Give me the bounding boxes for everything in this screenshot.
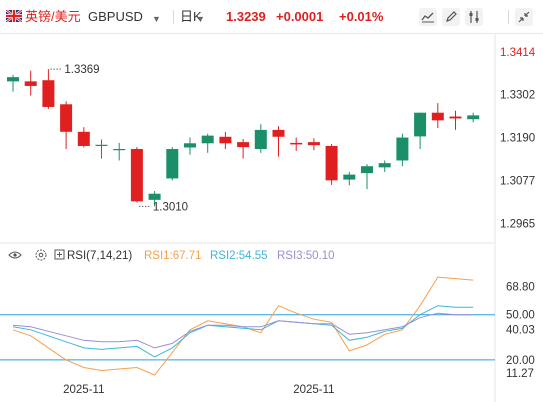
divider: [173, 10, 174, 24]
rsi-tick-label: 68.80: [506, 281, 535, 293]
price-change-pct: +0.01%: [339, 9, 384, 24]
rsi-legend: RSI(7,14,21) RSI1:67.71 RSI2:54.55 RSI3:…: [8, 249, 335, 262]
price-tick-label: 1.3190: [500, 133, 535, 145]
candle-down: [219, 136, 232, 144]
candle-up: [361, 166, 373, 174]
gear-icon[interactable]: [35, 249, 47, 261]
extreme-price-label: 1.3010: [153, 201, 188, 213]
rsi1-value: RSI1:67.71: [144, 250, 202, 262]
candle-up: [396, 137, 409, 161]
chart-line-icon: [421, 12, 434, 23]
price-tick-label: 1.3302: [500, 90, 535, 102]
date-axis-label: 2025-11: [293, 384, 334, 396]
pair-symbol[interactable]: GBPUSD: [88, 9, 143, 24]
last-price: 1.3239: [226, 9, 266, 24]
candle-up: [166, 149, 179, 179]
collapse-icon: [518, 11, 530, 23]
candle-up: [7, 77, 19, 82]
candle-down: [449, 116, 462, 119]
rsi-line-rsi2: [12, 305, 474, 358]
rsi-tick-label: 11.27: [506, 368, 534, 380]
divider: [508, 10, 509, 24]
settings-button[interactable]: [465, 8, 483, 26]
candle-down: [431, 112, 444, 121]
pencil-icon: [446, 11, 457, 22]
candle-down: [272, 129, 285, 137]
price-tick-label: 1.3077: [500, 176, 535, 188]
candle-up: [378, 163, 391, 168]
candle-up: [201, 135, 214, 144]
rsi-legend-title: RSI(7,14,21): [67, 250, 132, 262]
timeframe-select[interactable]: 日K: [180, 9, 202, 24]
pair-name-cn[interactable]: 英镑/美元: [25, 9, 81, 24]
candle-up: [95, 144, 108, 147]
caret-down-icon[interactable]: ▼: [152, 14, 161, 24]
candle-down: [42, 80, 55, 107]
candle-down: [77, 131, 90, 146]
candle-down: [307, 142, 320, 146]
eye-icon[interactable]: [8, 251, 22, 259]
candle-down: [130, 149, 143, 202]
caret-down-icon[interactable]: ▼: [196, 14, 205, 24]
collapse-button[interactable]: [515, 8, 533, 26]
candle-up: [148, 193, 161, 200]
rsi-line-rsi3: [12, 312, 474, 349]
price-tick-label: 1.2965: [500, 219, 535, 231]
candlestick-chart: 1.3414 1.3302 1.3190 1.3077 1.2965 1.3369 1.30…: [7, 47, 536, 231]
price-change: +0.0001: [276, 9, 324, 24]
candle-up: [467, 115, 480, 120]
candle-up: [254, 129, 267, 150]
settings-sliders-icon: [469, 11, 479, 23]
candle-down: [325, 145, 338, 181]
price-tick-label: 1.3414: [500, 47, 536, 59]
candle-up: [343, 174, 356, 180]
date-axis-label: 2025-11: [63, 384, 104, 396]
toggle-box-icon[interactable]: [54, 249, 65, 260]
rsi2-value: RSI2:54.55: [210, 250, 268, 262]
extreme-price-label: 1.3369: [64, 64, 99, 76]
rsi3-value: RSI3:50.10: [277, 250, 335, 262]
draw-button[interactable]: [442, 8, 460, 26]
candle-up: [113, 149, 126, 151]
rsi-tick-label: 50.00: [506, 310, 535, 322]
candle-up: [414, 112, 427, 137]
header-bar: 英镑/美元 GBPUSD ▼ 日K ▼ 1.3239 +0.0001 +0.01…: [0, 0, 543, 34]
candle-up: [184, 143, 196, 148]
indicator-button[interactable]: [419, 8, 437, 26]
candle-down: [290, 142, 303, 145]
candle-down: [237, 142, 250, 148]
rsi-tick-label: 20.00: [506, 355, 535, 367]
candle-down: [60, 104, 73, 132]
candle-down: [24, 81, 37, 86]
flag-uk-icon: [6, 10, 22, 22]
rsi-tick-label: 40.03: [506, 325, 535, 337]
